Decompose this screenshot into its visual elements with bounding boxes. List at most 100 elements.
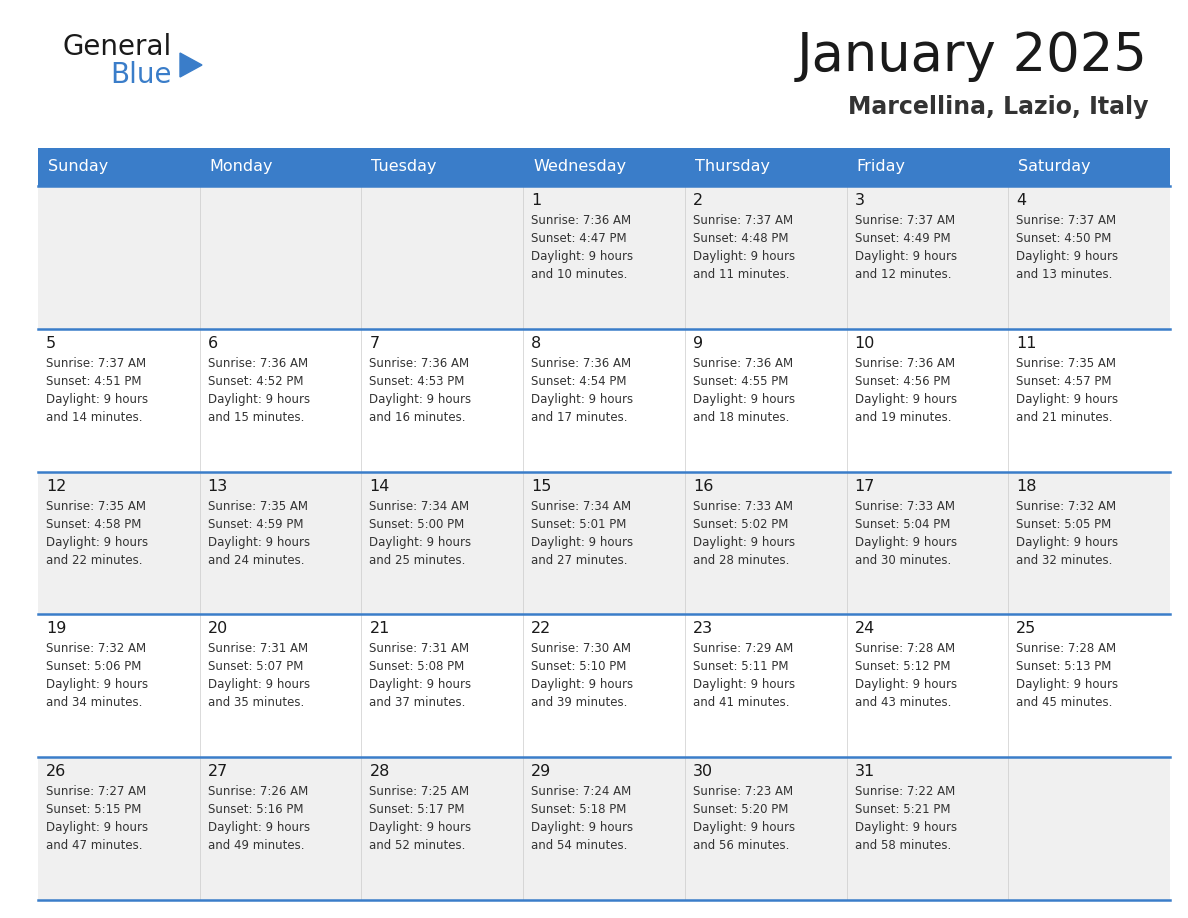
Bar bbox=[847, 757, 1009, 900]
Text: 14: 14 bbox=[369, 478, 390, 494]
Text: 19: 19 bbox=[46, 621, 67, 636]
Text: 4: 4 bbox=[1016, 193, 1026, 208]
Text: 26: 26 bbox=[46, 764, 67, 779]
Text: Sunrise: 7:34 AM
Sunset: 5:01 PM
Daylight: 9 hours
and 27 minutes.: Sunrise: 7:34 AM Sunset: 5:01 PM Dayligh… bbox=[531, 499, 633, 566]
Bar bbox=[200, 329, 361, 472]
Text: Sunrise: 7:36 AM
Sunset: 4:52 PM
Daylight: 9 hours
and 15 minutes.: Sunrise: 7:36 AM Sunset: 4:52 PM Dayligh… bbox=[208, 357, 310, 424]
Text: 23: 23 bbox=[693, 621, 713, 636]
Bar bbox=[361, 757, 523, 900]
Bar bbox=[38, 148, 200, 186]
Bar bbox=[684, 472, 847, 614]
Text: Friday: Friday bbox=[857, 160, 905, 174]
Bar bbox=[200, 148, 361, 186]
Text: Blue: Blue bbox=[110, 61, 171, 89]
Bar bbox=[847, 148, 1009, 186]
Text: Sunrise: 7:36 AM
Sunset: 4:54 PM
Daylight: 9 hours
and 17 minutes.: Sunrise: 7:36 AM Sunset: 4:54 PM Dayligh… bbox=[531, 357, 633, 424]
Bar bbox=[684, 148, 847, 186]
Text: 25: 25 bbox=[1016, 621, 1037, 636]
Text: Sunrise: 7:23 AM
Sunset: 5:20 PM
Daylight: 9 hours
and 56 minutes.: Sunrise: 7:23 AM Sunset: 5:20 PM Dayligh… bbox=[693, 785, 795, 852]
Text: 31: 31 bbox=[854, 764, 874, 779]
Text: 7: 7 bbox=[369, 336, 379, 351]
Bar bbox=[523, 472, 684, 614]
Bar bbox=[523, 614, 684, 757]
Bar bbox=[523, 329, 684, 472]
Text: Sunrise: 7:28 AM
Sunset: 5:13 PM
Daylight: 9 hours
and 45 minutes.: Sunrise: 7:28 AM Sunset: 5:13 PM Dayligh… bbox=[1016, 643, 1118, 710]
Bar bbox=[523, 148, 684, 186]
Text: 13: 13 bbox=[208, 478, 228, 494]
Text: Sunrise: 7:36 AM
Sunset: 4:56 PM
Daylight: 9 hours
and 19 minutes.: Sunrise: 7:36 AM Sunset: 4:56 PM Dayligh… bbox=[854, 357, 956, 424]
Text: Wednesday: Wednesday bbox=[533, 160, 626, 174]
Text: Sunrise: 7:37 AM
Sunset: 4:50 PM
Daylight: 9 hours
and 13 minutes.: Sunrise: 7:37 AM Sunset: 4:50 PM Dayligh… bbox=[1016, 214, 1118, 281]
Text: Thursday: Thursday bbox=[695, 160, 770, 174]
Text: Tuesday: Tuesday bbox=[372, 160, 437, 174]
Text: General: General bbox=[62, 33, 171, 61]
Text: Sunrise: 7:32 AM
Sunset: 5:05 PM
Daylight: 9 hours
and 32 minutes.: Sunrise: 7:32 AM Sunset: 5:05 PM Dayligh… bbox=[1016, 499, 1118, 566]
Text: Sunrise: 7:24 AM
Sunset: 5:18 PM
Daylight: 9 hours
and 54 minutes.: Sunrise: 7:24 AM Sunset: 5:18 PM Dayligh… bbox=[531, 785, 633, 852]
Text: Sunrise: 7:36 AM
Sunset: 4:47 PM
Daylight: 9 hours
and 10 minutes.: Sunrise: 7:36 AM Sunset: 4:47 PM Dayligh… bbox=[531, 214, 633, 281]
Text: 30: 30 bbox=[693, 764, 713, 779]
Bar bbox=[38, 186, 200, 329]
Text: Sunrise: 7:37 AM
Sunset: 4:48 PM
Daylight: 9 hours
and 11 minutes.: Sunrise: 7:37 AM Sunset: 4:48 PM Dayligh… bbox=[693, 214, 795, 281]
Text: 29: 29 bbox=[531, 764, 551, 779]
Text: 28: 28 bbox=[369, 764, 390, 779]
Polygon shape bbox=[181, 53, 202, 77]
Text: Marcellina, Lazio, Italy: Marcellina, Lazio, Italy bbox=[847, 95, 1148, 119]
Bar bbox=[200, 186, 361, 329]
Text: Sunrise: 7:35 AM
Sunset: 4:59 PM
Daylight: 9 hours
and 24 minutes.: Sunrise: 7:35 AM Sunset: 4:59 PM Dayligh… bbox=[208, 499, 310, 566]
Text: Saturday: Saturday bbox=[1018, 160, 1091, 174]
Bar bbox=[684, 757, 847, 900]
Text: 2: 2 bbox=[693, 193, 703, 208]
Text: 1: 1 bbox=[531, 193, 542, 208]
Bar bbox=[523, 186, 684, 329]
Text: Sunrise: 7:35 AM
Sunset: 4:57 PM
Daylight: 9 hours
and 21 minutes.: Sunrise: 7:35 AM Sunset: 4:57 PM Dayligh… bbox=[1016, 357, 1118, 424]
Text: Sunrise: 7:35 AM
Sunset: 4:58 PM
Daylight: 9 hours
and 22 minutes.: Sunrise: 7:35 AM Sunset: 4:58 PM Dayligh… bbox=[46, 499, 148, 566]
Text: Sunrise: 7:37 AM
Sunset: 4:49 PM
Daylight: 9 hours
and 12 minutes.: Sunrise: 7:37 AM Sunset: 4:49 PM Dayligh… bbox=[854, 214, 956, 281]
Text: 27: 27 bbox=[208, 764, 228, 779]
Bar bbox=[38, 757, 200, 900]
Text: 8: 8 bbox=[531, 336, 542, 351]
Text: 3: 3 bbox=[854, 193, 865, 208]
Text: Sunrise: 7:33 AM
Sunset: 5:04 PM
Daylight: 9 hours
and 30 minutes.: Sunrise: 7:33 AM Sunset: 5:04 PM Dayligh… bbox=[854, 499, 956, 566]
Bar bbox=[200, 757, 361, 900]
Text: 15: 15 bbox=[531, 478, 551, 494]
Text: Sunday: Sunday bbox=[48, 160, 108, 174]
Bar bbox=[847, 186, 1009, 329]
Text: January 2025: January 2025 bbox=[797, 30, 1148, 82]
Bar bbox=[361, 148, 523, 186]
Bar bbox=[847, 472, 1009, 614]
Text: 17: 17 bbox=[854, 478, 874, 494]
Text: 16: 16 bbox=[693, 478, 713, 494]
Text: Sunrise: 7:31 AM
Sunset: 5:07 PM
Daylight: 9 hours
and 35 minutes.: Sunrise: 7:31 AM Sunset: 5:07 PM Dayligh… bbox=[208, 643, 310, 710]
Text: 9: 9 bbox=[693, 336, 703, 351]
Text: Sunrise: 7:31 AM
Sunset: 5:08 PM
Daylight: 9 hours
and 37 minutes.: Sunrise: 7:31 AM Sunset: 5:08 PM Dayligh… bbox=[369, 643, 472, 710]
Text: 11: 11 bbox=[1016, 336, 1037, 351]
Text: 22: 22 bbox=[531, 621, 551, 636]
Text: 10: 10 bbox=[854, 336, 874, 351]
Bar bbox=[38, 472, 200, 614]
Bar bbox=[361, 186, 523, 329]
Text: Sunrise: 7:36 AM
Sunset: 4:55 PM
Daylight: 9 hours
and 18 minutes.: Sunrise: 7:36 AM Sunset: 4:55 PM Dayligh… bbox=[693, 357, 795, 424]
Bar bbox=[1009, 186, 1170, 329]
Text: 24: 24 bbox=[854, 621, 874, 636]
Text: Sunrise: 7:29 AM
Sunset: 5:11 PM
Daylight: 9 hours
and 41 minutes.: Sunrise: 7:29 AM Sunset: 5:11 PM Dayligh… bbox=[693, 643, 795, 710]
Text: 5: 5 bbox=[46, 336, 56, 351]
Text: Sunrise: 7:25 AM
Sunset: 5:17 PM
Daylight: 9 hours
and 52 minutes.: Sunrise: 7:25 AM Sunset: 5:17 PM Dayligh… bbox=[369, 785, 472, 852]
Text: Sunrise: 7:34 AM
Sunset: 5:00 PM
Daylight: 9 hours
and 25 minutes.: Sunrise: 7:34 AM Sunset: 5:00 PM Dayligh… bbox=[369, 499, 472, 566]
Bar bbox=[200, 472, 361, 614]
Text: 21: 21 bbox=[369, 621, 390, 636]
Bar bbox=[1009, 614, 1170, 757]
Bar bbox=[200, 614, 361, 757]
Text: 18: 18 bbox=[1016, 478, 1037, 494]
Bar bbox=[38, 614, 200, 757]
Text: 20: 20 bbox=[208, 621, 228, 636]
Bar bbox=[523, 757, 684, 900]
Text: Monday: Monday bbox=[210, 160, 273, 174]
Bar bbox=[684, 614, 847, 757]
Bar bbox=[361, 329, 523, 472]
Text: 6: 6 bbox=[208, 336, 217, 351]
Text: Sunrise: 7:28 AM
Sunset: 5:12 PM
Daylight: 9 hours
and 43 minutes.: Sunrise: 7:28 AM Sunset: 5:12 PM Dayligh… bbox=[854, 643, 956, 710]
Bar bbox=[1009, 329, 1170, 472]
Text: Sunrise: 7:36 AM
Sunset: 4:53 PM
Daylight: 9 hours
and 16 minutes.: Sunrise: 7:36 AM Sunset: 4:53 PM Dayligh… bbox=[369, 357, 472, 424]
Bar bbox=[361, 472, 523, 614]
Text: Sunrise: 7:27 AM
Sunset: 5:15 PM
Daylight: 9 hours
and 47 minutes.: Sunrise: 7:27 AM Sunset: 5:15 PM Dayligh… bbox=[46, 785, 148, 852]
